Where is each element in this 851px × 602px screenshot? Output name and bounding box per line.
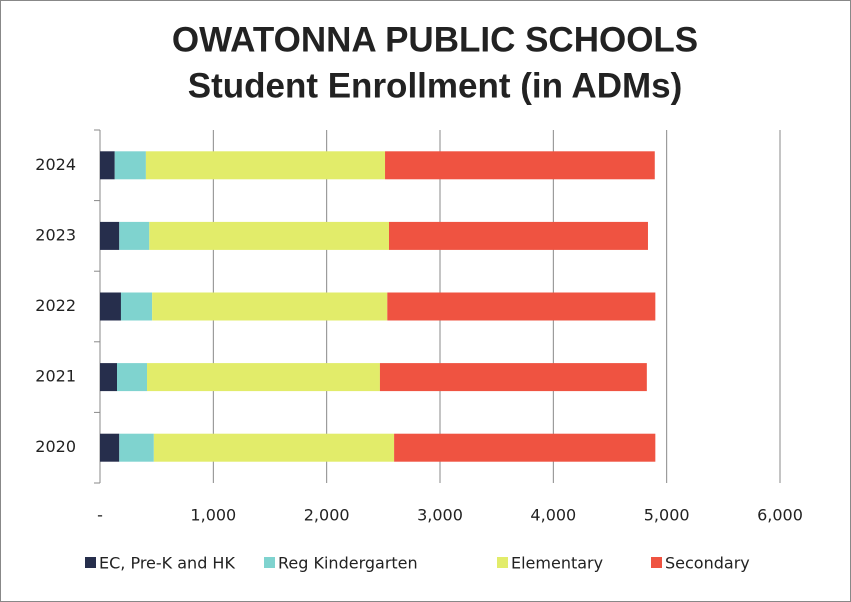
- bar-segment: [145, 151, 386, 180]
- bar-segment: [149, 221, 389, 250]
- bar-segment: [147, 363, 380, 392]
- legend-swatch: [651, 557, 662, 568]
- bar-segment: [114, 151, 146, 180]
- bar-segment: [100, 292, 121, 321]
- legend-label: Elementary: [511, 554, 603, 573]
- y-tick-label: 2021: [35, 367, 76, 386]
- bar-segment: [153, 433, 395, 462]
- bar-segment: [389, 221, 648, 250]
- x-tick-label: 5,000: [644, 506, 690, 525]
- legend-swatch: [497, 557, 508, 568]
- legend-label: EC, Pre-K and HK: [99, 554, 235, 573]
- x-tick-label: 2,000: [304, 506, 350, 525]
- y-tick-label: 2024: [35, 155, 76, 174]
- x-tick-label: 6,000: [757, 506, 803, 525]
- y-tick-label: 2022: [35, 296, 76, 315]
- bar-segment: [394, 433, 656, 462]
- chart-title: OWATONNA PUBLIC SCHOOLS: [172, 20, 698, 59]
- bar-segment: [100, 433, 120, 462]
- bar-segment: [100, 221, 120, 250]
- chart-subtitle: Student Enrollment (in ADMs): [188, 66, 683, 105]
- x-tick-label: 3,000: [417, 506, 463, 525]
- legend-swatch: [264, 557, 275, 568]
- bar-segment: [152, 292, 388, 321]
- bar-segment: [100, 151, 115, 180]
- bar-segment: [379, 363, 647, 392]
- legend-label: Secondary: [665, 554, 750, 573]
- legend-swatch: [85, 557, 96, 568]
- legend-label: Reg Kindergarten: [278, 554, 418, 573]
- bar-segment: [119, 221, 150, 250]
- bar-segment: [385, 151, 655, 180]
- y-tick-label: 2023: [35, 225, 76, 244]
- x-tick-label: -: [97, 506, 103, 525]
- x-tick-label: 4,000: [530, 506, 576, 525]
- bar-segment: [387, 292, 656, 321]
- bar-segment: [119, 433, 154, 462]
- bar-segment: [120, 292, 153, 321]
- bar-segment: [117, 363, 148, 392]
- x-tick-label: 1,000: [190, 506, 236, 525]
- bar-segment: [100, 363, 117, 392]
- y-tick-label: 2020: [35, 437, 76, 456]
